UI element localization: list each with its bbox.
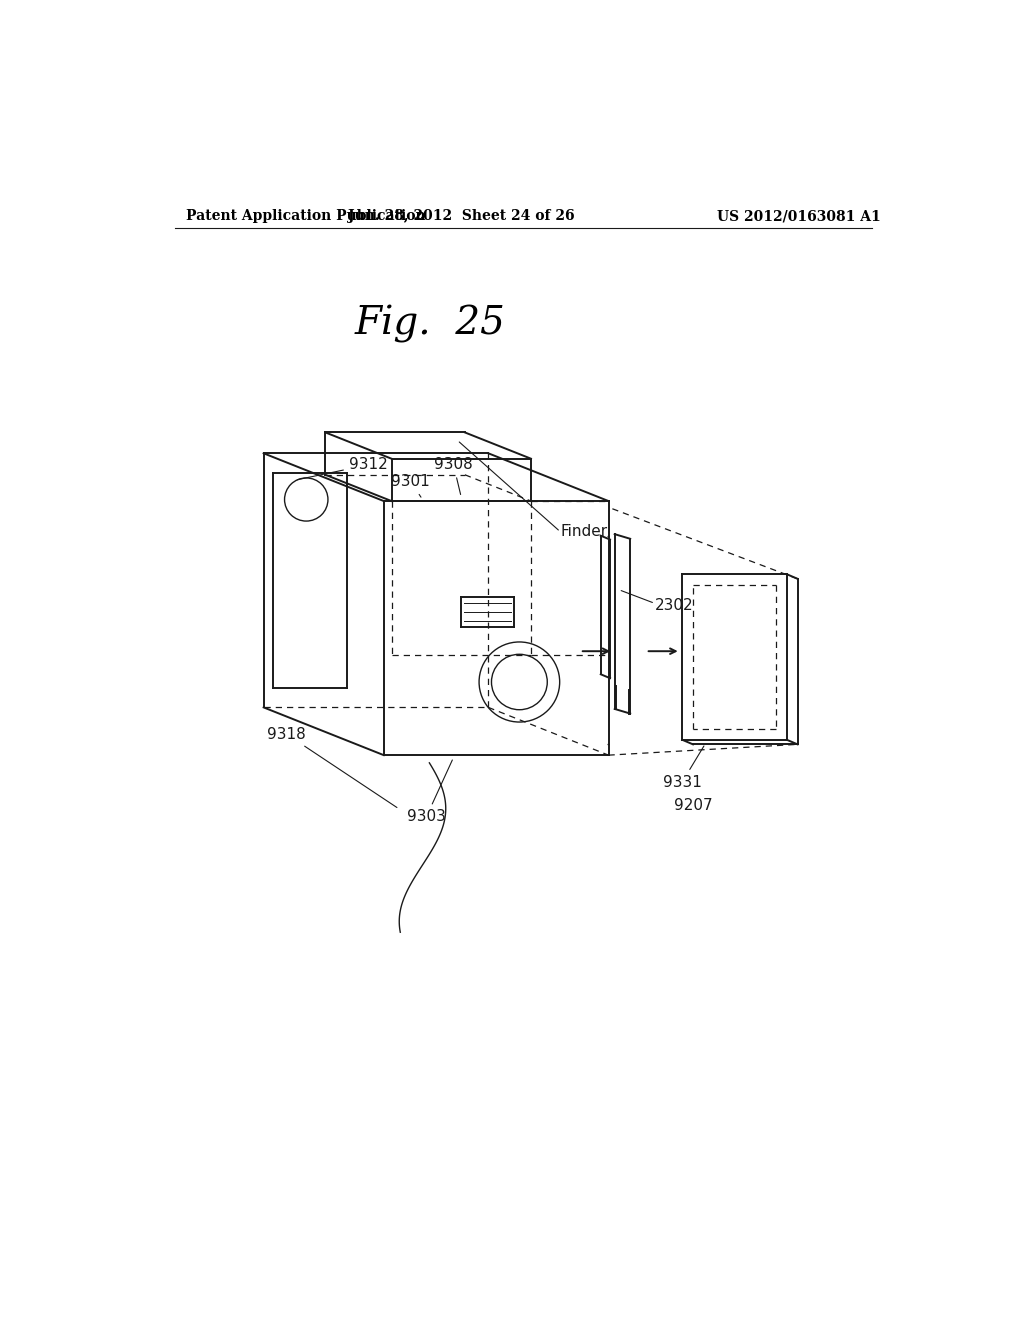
Text: 9318: 9318	[267, 727, 397, 808]
Text: 9308: 9308	[434, 457, 473, 495]
Text: Finder: Finder	[560, 524, 607, 540]
Text: Jun. 28, 2012  Sheet 24 of 26: Jun. 28, 2012 Sheet 24 of 26	[348, 209, 574, 223]
Text: 9331: 9331	[663, 746, 703, 789]
Text: Fig.  25: Fig. 25	[354, 305, 506, 343]
Text: Patent Application Publication: Patent Application Publication	[186, 209, 426, 223]
Text: 9303: 9303	[407, 760, 453, 824]
Text: 2302: 2302	[655, 598, 693, 612]
Text: US 2012/0163081 A1: US 2012/0163081 A1	[717, 209, 881, 223]
Text: 9301: 9301	[391, 474, 430, 498]
Text: 9207: 9207	[675, 797, 713, 813]
Text: 9312: 9312	[297, 457, 388, 479]
